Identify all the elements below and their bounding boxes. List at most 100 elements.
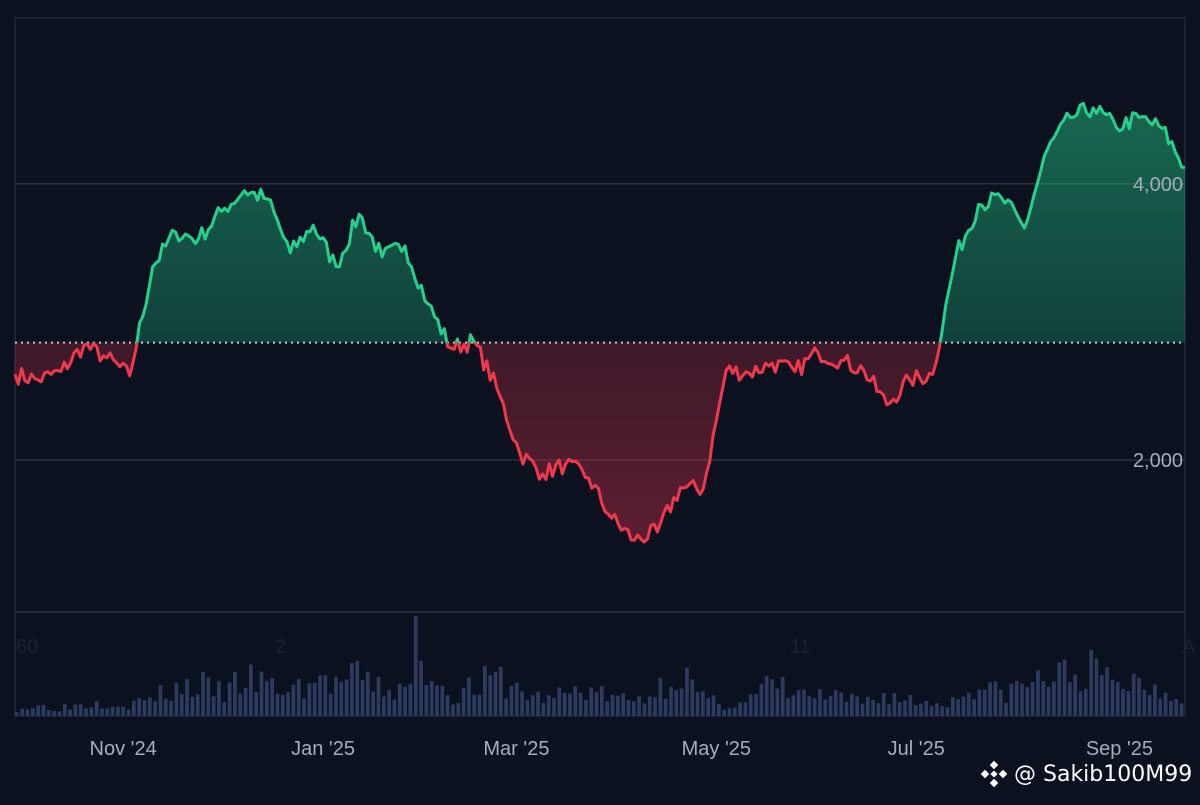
volume-bar	[706, 697, 711, 716]
volume-bar	[413, 616, 418, 716]
volume-bar	[1179, 703, 1184, 716]
volume-bar	[685, 667, 689, 716]
x-tick-label-1: Jan '25	[291, 738, 355, 760]
volume-bar	[791, 695, 796, 716]
volume-bar	[786, 698, 790, 716]
volume-bar	[1073, 674, 1078, 716]
volume-bar	[25, 709, 30, 716]
volume-bar	[68, 709, 72, 716]
x-tick-label-0: Nov '24	[90, 738, 157, 760]
volume-bar	[15, 712, 19, 716]
volume-bar	[802, 689, 806, 716]
volume-bar	[615, 695, 620, 716]
volume-bar	[84, 708, 88, 716]
volume-bar	[642, 703, 647, 716]
volume-bar	[403, 686, 407, 716]
volume-bar	[732, 707, 737, 716]
volume-bar	[174, 682, 179, 716]
volume-bar	[344, 679, 349, 716]
volume-bar	[940, 706, 945, 716]
volume-bar	[238, 693, 243, 716]
volume-bar	[366, 671, 370, 716]
volume-bar	[546, 695, 551, 716]
volume-bar	[334, 676, 338, 716]
volume-bar	[536, 691, 540, 716]
volume-bar	[461, 687, 466, 716]
volume-bar	[637, 696, 641, 716]
volume-bar	[30, 707, 35, 716]
volume-bar	[807, 696, 812, 716]
volume-bar	[993, 681, 998, 716]
volume-bar	[350, 663, 354, 716]
volume-bar	[1009, 683, 1014, 716]
volume-bar	[498, 666, 503, 716]
x-tick-label-4: Jul '25	[888, 738, 945, 760]
volume-bar	[1169, 700, 1173, 716]
volume-bar	[1089, 649, 1093, 716]
volume-bar	[296, 678, 301, 716]
volume-bar	[844, 701, 849, 716]
volume-bar	[286, 692, 290, 716]
volume-bar	[1062, 659, 1067, 716]
volume-bar	[924, 700, 929, 716]
volume-bar	[41, 704, 46, 716]
volume-bar	[1068, 682, 1072, 716]
volume-bar	[307, 683, 312, 716]
volume-bar	[945, 707, 950, 716]
volume-bar	[759, 683, 764, 716]
volume-bar	[594, 692, 599, 716]
volume-bar	[94, 701, 99, 716]
volume-bar	[658, 677, 663, 716]
volume-bar	[929, 706, 934, 716]
volume-bar	[887, 704, 891, 716]
volume-bar	[132, 700, 136, 716]
volume-bar	[392, 699, 397, 716]
volume-bar	[663, 698, 668, 716]
volume-bar	[1004, 702, 1008, 716]
volume-bar	[195, 694, 200, 716]
volume-bar	[509, 685, 514, 716]
volume-bar	[217, 681, 221, 716]
volume-bar	[429, 680, 434, 716]
volume-bar	[264, 681, 269, 716]
volume-bar	[100, 708, 104, 716]
volume-bar	[275, 693, 280, 716]
volume-bar	[153, 701, 157, 716]
volume-bar	[605, 701, 610, 716]
volume-bar	[621, 693, 625, 716]
volume-bar	[488, 675, 493, 716]
volume-bar	[142, 699, 147, 716]
volume-bar	[440, 685, 445, 716]
volume-bar	[280, 694, 285, 716]
volume-bar	[110, 706, 115, 716]
volume-bar	[201, 672, 205, 716]
volume-bar	[631, 701, 636, 716]
volume-bar	[222, 701, 227, 716]
volume-bar	[254, 691, 259, 716]
volume-bar	[504, 698, 508, 716]
volume-bar	[445, 695, 450, 716]
volume-bar	[206, 677, 211, 716]
watermark-text: @ Sakib100M99	[1014, 761, 1193, 787]
volume-bar	[1163, 692, 1168, 716]
volume-axis-label-2: 11	[790, 636, 811, 658]
x-tick-label-5: Sep '25	[1086, 738, 1153, 760]
volume-bar	[291, 684, 296, 716]
volume-bar	[376, 676, 381, 716]
volume-bar	[701, 691, 705, 716]
volume-bar	[860, 703, 865, 716]
volume-bar	[1094, 658, 1099, 716]
volume-bar	[270, 678, 274, 716]
volume-bar	[834, 690, 838, 716]
volume-bar	[972, 699, 976, 716]
volume-bar	[1036, 670, 1040, 716]
volume-axis-label-3: A	[1182, 636, 1196, 658]
volume-bar	[259, 671, 264, 716]
volume-bar	[1137, 678, 1141, 716]
x-tick-label-3: May '25	[682, 738, 751, 760]
y-tick-label-1: 2,000	[1133, 450, 1183, 472]
volume-bar	[211, 696, 216, 716]
volume-bar	[754, 693, 758, 716]
